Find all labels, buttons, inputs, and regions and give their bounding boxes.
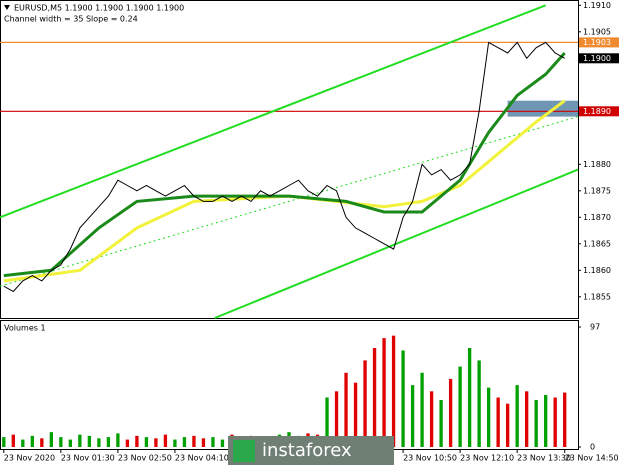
volume-bar [21, 439, 25, 447]
volume-bar [439, 399, 443, 447]
watermark-box [228, 436, 394, 465]
level-box [579, 106, 619, 117]
volume-bar [477, 360, 481, 447]
volume-bar [2, 437, 6, 447]
level-box [579, 53, 619, 64]
title-arrow [4, 5, 10, 10]
volume-bar [429, 391, 434, 447]
volume-bar [505, 403, 510, 447]
x-tick-label: 23 Nov 2020 [4, 454, 55, 463]
volume-bar [372, 348, 377, 447]
volume-bar [334, 391, 339, 447]
volume-bar [49, 432, 53, 447]
volume-bar [201, 438, 206, 447]
x-tick-label: 23 Nov 02:50 [118, 454, 172, 463]
volume-bar [154, 438, 158, 447]
volume-bar [211, 437, 215, 447]
x-tick-label: 23 Nov 14:50 [565, 454, 619, 463]
price-line [3, 41, 565, 293]
volume-bar [448, 378, 453, 447]
volume-bar [30, 435, 34, 447]
volume-frame [0, 320, 579, 450]
volume-bar [401, 350, 405, 447]
level-label: 1.1900 [583, 54, 611, 63]
volume-bar [496, 397, 500, 447]
volume-bar [220, 439, 225, 447]
volume-bar [11, 434, 15, 447]
y-tick-label: 1.1905 [583, 27, 611, 36]
volume-bar [87, 435, 92, 447]
volume-bar [363, 360, 367, 447]
price-zone [507, 100, 578, 117]
level-label: 1.1890 [583, 107, 611, 116]
volume-bar [192, 435, 196, 447]
x-tick-label: 23 Nov 12:10 [460, 454, 514, 463]
volume-bar [116, 433, 120, 447]
volume-bar [458, 366, 462, 447]
volume-bar [68, 439, 73, 447]
y-tick-label: 1.1855 [583, 292, 611, 301]
watermark-logo [233, 440, 255, 462]
volume-bar [325, 397, 329, 447]
volume-tick-label: 0 [590, 443, 595, 452]
volume-bar [410, 385, 415, 447]
watermark-text: instaforex [262, 440, 352, 461]
y-tick-label: 1.1860 [583, 266, 611, 275]
x-tick-label: 23 Nov 13:30 [517, 454, 571, 463]
volume-bar [544, 395, 548, 447]
chart-title: EURUSD,M5 1.1900 1.1900 1.1900 1.1900 [14, 4, 184, 13]
y-tick-label: 1.1910 [583, 1, 611, 10]
price-line [3, 99, 566, 283]
volume-bar [563, 392, 567, 447]
volume-tick-label: 97 [590, 323, 600, 332]
chart-subtitle: Channel width = 35 Slope = 0.24 [4, 15, 138, 24]
y-tick-label: 1.1875 [583, 186, 611, 195]
y-tick-label: 1.1865 [583, 239, 611, 248]
x-tick-label: 23 Nov 04:10 [175, 454, 229, 463]
volume-bar [125, 439, 130, 447]
volume-bar [59, 437, 63, 447]
volume-bar [163, 434, 168, 447]
volume-bar [382, 338, 386, 447]
volume-bar [486, 387, 491, 447]
volume-bar [420, 372, 424, 447]
volume-bar [97, 438, 101, 447]
volume-bar [353, 382, 358, 447]
volume-bar [467, 348, 472, 447]
volume-bar [144, 437, 149, 447]
volume-bar [515, 385, 519, 447]
channel-line [0, 4, 547, 219]
level-box [579, 37, 619, 48]
volume-bar [525, 391, 529, 447]
volume-title: Volumes 1 [4, 324, 46, 333]
price-line [3, 51, 566, 278]
volume-bar [534, 399, 538, 447]
price-frame [0, 0, 579, 319]
volume-bar [78, 434, 82, 447]
volume-bar [182, 437, 187, 447]
volume-bar [553, 397, 557, 447]
level-label: 1.1903 [583, 38, 611, 47]
y-tick-label: 1.1870 [583, 213, 611, 222]
volume-bar [173, 439, 177, 447]
x-tick-label: 23 Nov 10:50 [403, 454, 457, 463]
volume-bar [40, 438, 44, 447]
volume-bar [391, 335, 396, 447]
volume-bar [135, 435, 139, 447]
volume-bar [344, 372, 348, 447]
channel-line [214, 168, 579, 319]
x-tick-label: 23 Nov 01:30 [61, 454, 115, 463]
volume-bar [106, 437, 111, 447]
y-tick-label: 1.1880 [583, 160, 611, 169]
